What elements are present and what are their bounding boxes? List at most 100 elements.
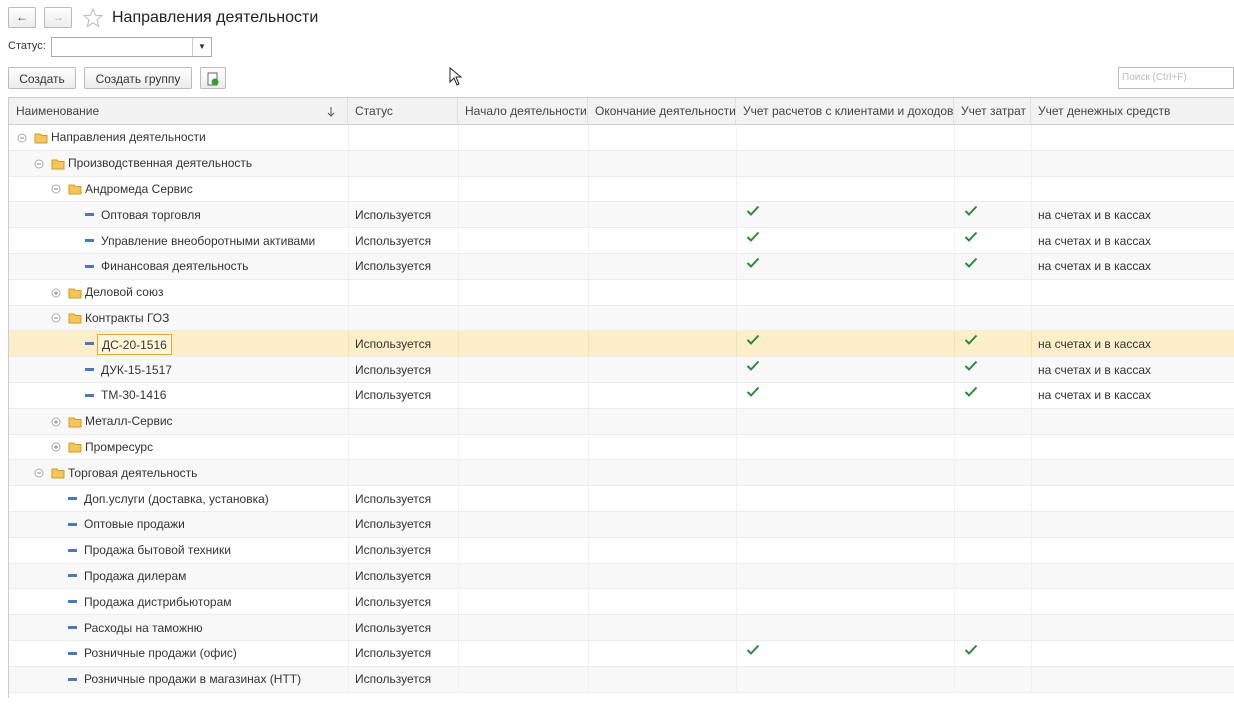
table-row[interactable]: ДС-20-1516 Используется на счетах и в касс…: [9, 331, 1234, 358]
column-divider: [348, 460, 349, 486]
search-input[interactable]: Поиск (Ctrl+F): [1118, 67, 1234, 89]
icon: [746, 231, 760, 243]
row-name: Промресурс: [85, 439, 154, 454]
column-divider: [736, 563, 737, 589]
table-row[interactable]: Управление внеоборотными активами Использ…: [9, 228, 1234, 254]
icon: [85, 213, 94, 217]
column-header[interactable]: Начало деятельности: [458, 98, 588, 124]
column-divider: [588, 537, 589, 563]
row-name: Производственная деятельность: [68, 156, 253, 171]
column-divider: [1031, 537, 1032, 563]
icon: [68, 574, 77, 578]
table-row[interactable]: Оптовые продажи Используется: [9, 512, 1234, 538]
icon: [34, 468, 44, 478]
table-row[interactable]: Расходы на таможню Используется: [9, 615, 1234, 641]
back-button[interactable]: ←: [8, 7, 36, 28]
row-name: Контракты ГОЗ: [85, 310, 170, 325]
checkmark: [746, 231, 760, 243]
table-row[interactable]: Металл-Сервис: [9, 408, 1234, 435]
table-row[interactable]: Продажа дилерам Используется: [9, 563, 1234, 590]
column-divider: [588, 486, 589, 511]
column-divider: [348, 563, 349, 589]
table-row[interactable]: Доп.услуги (доставка, установка) Использу…: [9, 486, 1234, 512]
column-divider: [736, 125, 737, 150]
table-row[interactable]: Розничные продажи (офис) Используется: [9, 641, 1234, 667]
table-row[interactable]: Деловой союз: [9, 279, 1234, 306]
row-status: Используется: [355, 207, 432, 222]
icon: [964, 206, 978, 217]
create-group-button[interactable]: Создать группу: [84, 67, 192, 89]
column-divider: [458, 279, 459, 305]
checkmark: [964, 644, 978, 655]
column-header[interactable]: Статус: [348, 98, 458, 124]
column-divider: [458, 589, 459, 615]
column-divider: [348, 615, 349, 640]
table-row[interactable]: Оптовая торговля Используется на счетах и …: [9, 202, 1234, 229]
column-divider: [458, 434, 459, 460]
folder-icon: [68, 442, 82, 453]
column-divider: [588, 563, 589, 589]
page-title: Направления деятельности: [112, 9, 319, 26]
favorite-star[interactable]: [82, 7, 104, 29]
refresh-button[interactable]: [200, 67, 226, 89]
checkmark: [746, 335, 760, 346]
column-divider: [736, 460, 737, 486]
row-name: Металл-Сервис: [85, 414, 173, 429]
column-divider: [1031, 589, 1032, 615]
column-divider: [458, 512, 459, 537]
column-divider: [588, 383, 589, 408]
table-row[interactable]: Продажа дистрибьюторам Используется: [9, 589, 1234, 616]
column-header[interactable]: Наименование: [9, 98, 348, 124]
column-divider: [954, 434, 955, 460]
column-divider: [954, 408, 955, 434]
row-status: Используется: [355, 517, 432, 532]
create-button[interactable]: Создать: [8, 67, 76, 89]
column-divider: [348, 331, 349, 357]
column-divider: [1031, 176, 1032, 202]
icon: [964, 386, 978, 397]
row-name: Оптовая торговля: [101, 207, 201, 222]
table-row[interactable]: Продажа бытовой техники Используется: [9, 537, 1234, 564]
table-row[interactable]: Торговая деятельность: [9, 460, 1234, 487]
row-name: Продажа бытовой техники: [84, 543, 231, 558]
status-select[interactable]: ▼: [51, 37, 212, 57]
column-divider: [1031, 563, 1032, 589]
table-row[interactable]: Финансовая деятельность Используется на сч…: [9, 254, 1234, 280]
item-icon: [68, 626, 77, 630]
table-row[interactable]: ДУК-15-1517 Используется на счетах и в кас…: [9, 357, 1234, 383]
column-header[interactable]: Учет затрат: [954, 98, 1031, 124]
column-divider: [1031, 125, 1032, 150]
column-divider: [1031, 434, 1032, 460]
table-row[interactable]: Направления деятельности: [9, 125, 1234, 151]
column-divider: [736, 228, 737, 253]
column-divider: [1031, 331, 1032, 357]
row-name: Доп.услуги (доставка, установка): [84, 491, 269, 506]
column-header[interactable]: Окончание деятельности: [588, 98, 736, 124]
table-row[interactable]: Производственная деятельность: [9, 150, 1234, 177]
icon: [68, 522, 77, 526]
table-row[interactable]: Промресурс: [9, 434, 1234, 461]
column-header[interactable]: Учет расчетов с клиентами и доходов: [736, 98, 954, 124]
checkmark: [746, 386, 760, 397]
checkmark: [746, 360, 760, 372]
row-status: Используется: [355, 646, 432, 661]
table-row[interactable]: Розничные продажи в магазинах (НТТ) Испол…: [9, 666, 1234, 693]
column-divider: [736, 666, 737, 692]
forward-button[interactable]: →: [44, 7, 72, 28]
row-name: ТМ-30-1416: [101, 388, 167, 403]
row-name: Финансовая деятельность: [101, 259, 249, 274]
column-divider: [458, 125, 459, 150]
table-row[interactable]: ТМ-30-1416 Используется на счетах и в касс…: [9, 383, 1234, 409]
column-divider: [736, 150, 737, 176]
row-cash: на счетах и в кассах: [1038, 233, 1152, 248]
table-row[interactable]: Андромеда Сервис: [9, 176, 1234, 203]
column-divider: [588, 641, 589, 666]
column-divider: [348, 254, 349, 279]
table-row[interactable]: Контракты ГОЗ: [9, 305, 1234, 332]
column-divider: [588, 254, 589, 279]
column-divider: [736, 486, 737, 511]
toggle-sign: [54, 445, 58, 450]
column-header[interactable]: Учет денежных средств: [1031, 98, 1234, 124]
mouse-cursor: [449, 67, 463, 86]
icon: [51, 184, 61, 194]
